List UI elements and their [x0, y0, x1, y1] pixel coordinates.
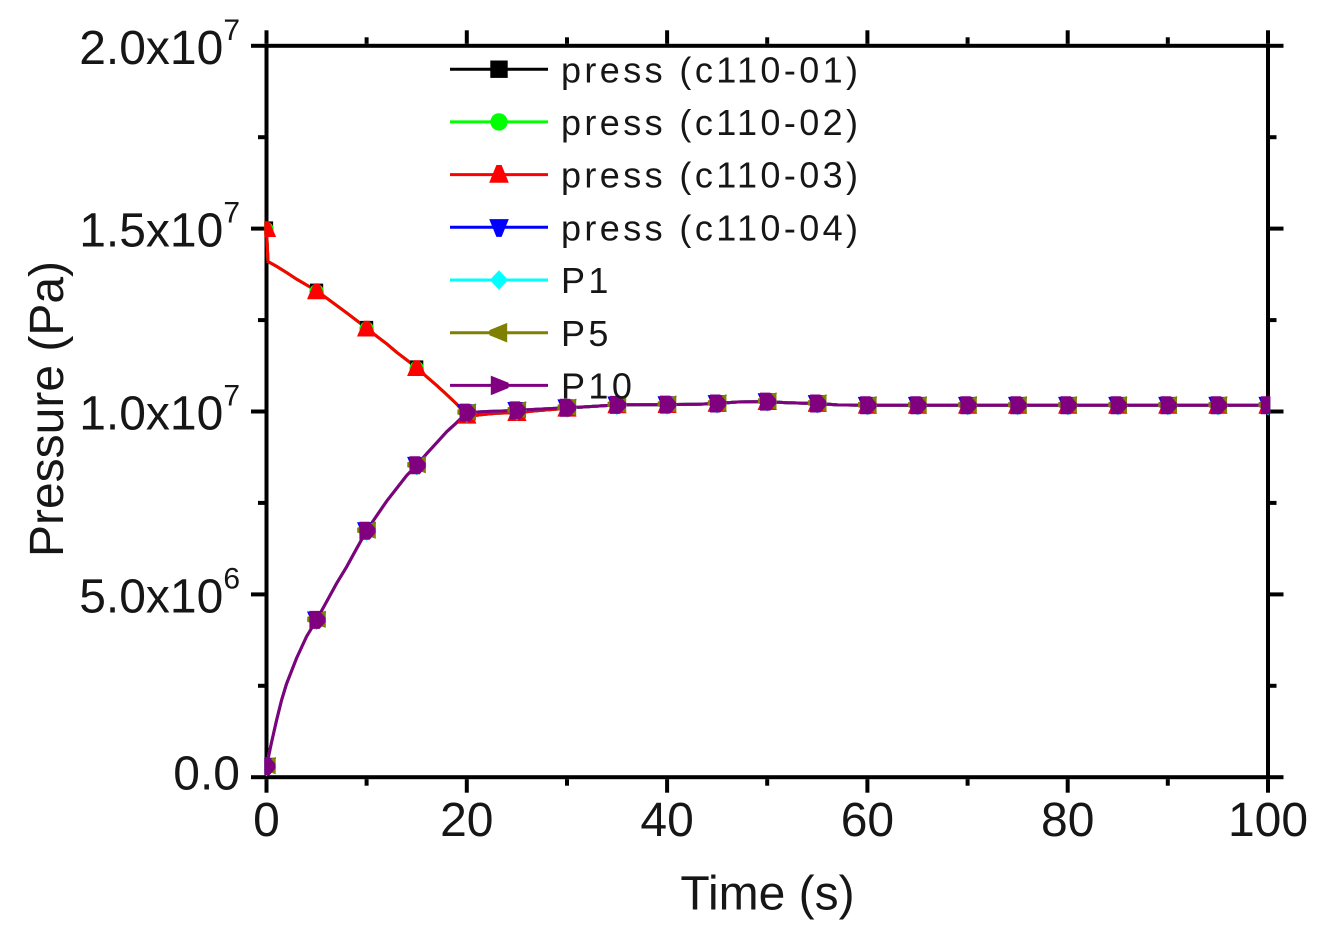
svg-text:1.5x107: 1.5x107: [79, 197, 240, 258]
svg-text:60: 60: [841, 794, 894, 847]
svg-text:press (c110-04): press (c110-04): [561, 207, 861, 248]
svg-text:0: 0: [253, 794, 280, 847]
svg-text:2.0x107: 2.0x107: [79, 14, 240, 75]
svg-text:press (c110-01): press (c110-01): [561, 49, 861, 90]
svg-text:P5: P5: [561, 313, 612, 354]
svg-text:80: 80: [1041, 794, 1094, 847]
svg-text:press (c110-03): press (c110-03): [561, 155, 861, 196]
svg-text:Pressure (Pa): Pressure (Pa): [21, 261, 74, 557]
svg-text:5.0x106: 5.0x106: [79, 562, 240, 623]
svg-text:P10: P10: [561, 366, 635, 407]
svg-text:0.0: 0.0: [173, 748, 240, 801]
svg-text:20: 20: [440, 794, 493, 847]
svg-text:Time (s): Time (s): [680, 868, 854, 921]
svg-text:press (c110-02): press (c110-02): [561, 102, 861, 143]
svg-text:1.0x107: 1.0x107: [79, 380, 240, 441]
svg-text:100: 100: [1228, 794, 1308, 847]
svg-text:P1: P1: [561, 260, 612, 301]
svg-text:40: 40: [640, 794, 693, 847]
